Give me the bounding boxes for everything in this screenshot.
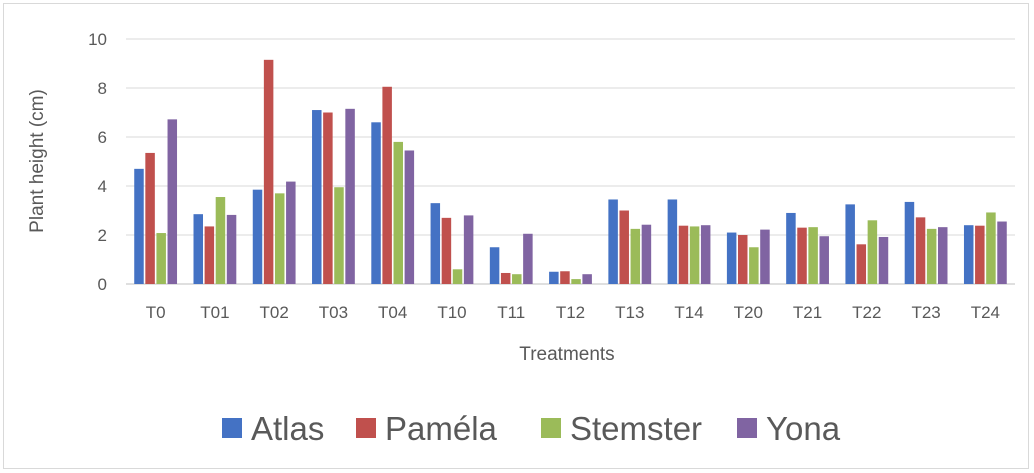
bar — [678, 225, 689, 284]
legend-label: Paméla — [385, 410, 498, 447]
bar — [226, 214, 237, 284]
bar — [274, 193, 285, 284]
bar — [938, 227, 948, 284]
x-tick-label: T13 — [615, 303, 644, 322]
bar — [312, 110, 322, 284]
bar — [145, 152, 155, 284]
bar — [915, 217, 926, 284]
bar — [726, 232, 737, 284]
bar — [430, 203, 441, 284]
bar — [252, 189, 263, 284]
legend-swatch — [737, 418, 757, 438]
legend-swatch — [222, 418, 242, 438]
legend-swatch — [541, 418, 561, 438]
bar — [382, 86, 392, 285]
x-tick-label: T14 — [674, 303, 703, 322]
bar — [156, 233, 166, 284]
x-tick-label: T12 — [556, 303, 585, 322]
bar — [700, 225, 711, 284]
bar — [323, 112, 333, 284]
bar — [452, 269, 463, 284]
bar — [878, 236, 889, 284]
y-axis-title: Plant height (cm) — [27, 89, 48, 233]
x-tick-label: T11 — [497, 303, 525, 322]
bar — [371, 122, 381, 284]
bar — [549, 271, 559, 284]
bar — [986, 212, 996, 284]
bar — [393, 141, 403, 284]
bar — [689, 226, 700, 284]
legend-label: Stemster — [570, 410, 702, 447]
bar — [263, 59, 274, 285]
y-tick-label: 10 — [88, 30, 107, 49]
x-tick-label: T10 — [437, 303, 466, 322]
y-tick-label: 8 — [98, 79, 107, 98]
bar — [619, 210, 629, 284]
x-axis-ticks: T0 T01 T02 T03 T04 T10 T11 T12 T13 T14 T20 T21 T22 T2… — [146, 303, 1000, 322]
bar — [523, 233, 533, 284]
y-tick-label: 6 — [98, 128, 107, 147]
bar — [963, 225, 974, 284]
bar — [975, 225, 985, 284]
x-tick-label: T0 — [146, 303, 166, 322]
x-tick-label: T03 — [319, 303, 348, 322]
bar — [797, 227, 807, 284]
bar — [193, 214, 203, 284]
gridlines — [126, 38, 1015, 285]
bar — [404, 150, 415, 284]
y-tick-label: 0 — [98, 275, 107, 294]
bar — [489, 247, 500, 284]
legend-swatch — [356, 418, 376, 438]
bar — [134, 168, 144, 284]
bar — [571, 279, 581, 284]
bar — [334, 187, 344, 284]
bar — [667, 199, 678, 284]
bar — [286, 181, 296, 284]
bar — [641, 224, 652, 284]
bar — [500, 272, 511, 284]
legend: Atlas Paméla Stemster Yona — [222, 410, 841, 447]
bar — [808, 227, 818, 284]
y-tick-label: 4 — [98, 177, 107, 196]
x-tick-label: T04 — [378, 303, 407, 322]
bar — [204, 226, 215, 284]
bar — [608, 199, 618, 284]
x-axis-title: Treatments — [519, 344, 614, 365]
bar — [904, 201, 915, 284]
bar — [749, 247, 759, 284]
x-tick-label: T23 — [911, 303, 940, 322]
x-tick-label: T01 — [200, 303, 229, 322]
bar — [926, 228, 937, 284]
bar — [512, 274, 522, 284]
bar — [582, 274, 592, 284]
bar — [845, 204, 855, 284]
y-tick-label: 2 — [98, 226, 107, 245]
bar — [560, 271, 570, 284]
bar — [463, 215, 474, 284]
bar — [867, 220, 878, 284]
y-axis-ticks: 0 2 4 6 8 10 — [88, 30, 107, 294]
bar — [345, 108, 355, 284]
bar — [856, 244, 867, 284]
x-tick-label: T20 — [734, 303, 763, 322]
bar — [167, 119, 178, 284]
legend-label: Yona — [766, 410, 841, 447]
x-tick-label: T24 — [971, 303, 1000, 322]
bar — [441, 217, 452, 284]
bar — [738, 235, 748, 284]
bar — [997, 221, 1007, 284]
x-tick-label: T02 — [260, 303, 289, 322]
bar — [760, 229, 770, 284]
bars — [134, 59, 1007, 285]
bar — [215, 197, 226, 284]
bar — [819, 236, 829, 284]
x-tick-label: T21 — [793, 303, 822, 322]
legend-label: Atlas — [251, 410, 324, 447]
x-tick-label: T22 — [852, 303, 881, 322]
bar — [630, 228, 641, 284]
bar — [786, 212, 796, 284]
